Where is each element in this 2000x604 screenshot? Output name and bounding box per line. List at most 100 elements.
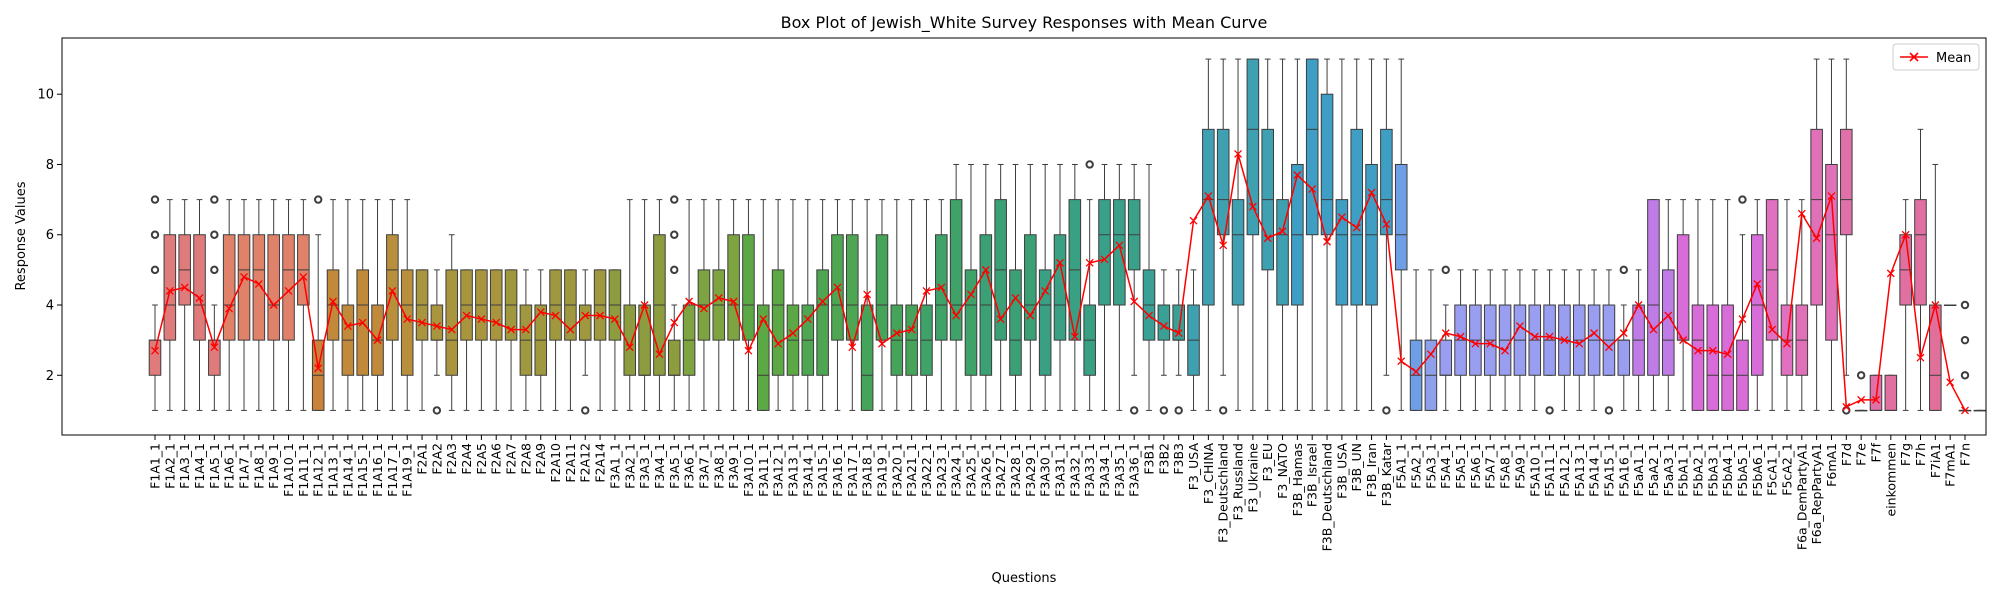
box-F5bA1_1 xyxy=(1676,199,1690,411)
mean-marker xyxy=(1456,332,1465,341)
box-F1A14_1 xyxy=(341,199,355,411)
mean-marker xyxy=(462,311,471,320)
x-tick-label: F7n xyxy=(1958,443,1973,466)
x-tick-label: F2A4 xyxy=(459,443,474,475)
x-tick-label: F1A11_1 xyxy=(296,443,311,497)
mean-marker xyxy=(1337,213,1346,222)
box-iqr xyxy=(267,234,280,341)
mean-marker xyxy=(1026,311,1035,320)
mean-marker xyxy=(1234,149,1242,158)
mean-marker xyxy=(1604,343,1613,352)
y-axis: 2 4 6 8 10 xyxy=(37,88,62,384)
mean-marker xyxy=(432,322,441,331)
box-F5A7_1 xyxy=(1483,269,1497,411)
x-tick-label: F3A1_1 xyxy=(607,443,622,489)
box-F3A26_1 xyxy=(979,163,993,411)
box-F6mA1 xyxy=(1825,58,1838,411)
x-tick-label: F2A14 xyxy=(593,443,608,483)
x-tick-label: F1A14_1 xyxy=(340,443,355,497)
box-F3_Russland xyxy=(1231,58,1245,411)
x-tick-label: F1A13_1 xyxy=(326,443,341,497)
box-F5bA2_1 xyxy=(1691,199,1705,411)
box-F3A2_1 xyxy=(623,199,637,411)
legend-frame xyxy=(1892,43,1980,71)
x-tick-label: F3A5_1 xyxy=(667,443,682,489)
mean-marker xyxy=(818,297,827,306)
x-tick-label: F3A4_1 xyxy=(652,443,667,489)
x-tick-label: F3B3 xyxy=(1171,443,1186,475)
box-F3A23_1 xyxy=(935,199,948,411)
mean-marker xyxy=(1486,339,1495,348)
x-tick-label: F1A7_1 xyxy=(237,443,252,489)
box-F7g xyxy=(1899,199,1912,411)
plot-frame xyxy=(61,37,1987,436)
outlier-point xyxy=(1382,406,1391,415)
box-iqr xyxy=(1721,304,1734,411)
x-tick-label: F3B_Deutschland xyxy=(1320,443,1335,551)
box-F1A13_1 xyxy=(326,199,340,411)
x-tick-label: F5A5_1 xyxy=(1453,443,1468,489)
x-tick-label: F5A10_1 xyxy=(1527,443,1542,497)
box-iqr xyxy=(667,339,681,376)
x-tick-label: F1A19_1 xyxy=(400,443,415,497)
box-iqr xyxy=(1439,339,1453,376)
x-tick-label: F1A3_1 xyxy=(177,443,192,489)
x-tick-label: F3A35_1 xyxy=(1112,443,1127,497)
mean-marker xyxy=(699,304,708,313)
outlier-point xyxy=(1604,406,1614,415)
x-tick-label: F3_Russland xyxy=(1231,443,1246,520)
x-tick-label: F2A3 xyxy=(444,443,459,475)
x-tick-label: F5A12_1 xyxy=(1557,443,1572,497)
box-iqr xyxy=(1053,234,1067,341)
x-tick-label: F3_Deutschland xyxy=(1216,443,1231,543)
mean-marker xyxy=(1367,188,1376,197)
box-F3A31_1 xyxy=(1053,163,1067,411)
mean-marker xyxy=(1515,322,1524,331)
x-tick-label: F3A3_1 xyxy=(637,443,652,489)
outlier-point xyxy=(670,230,679,239)
box-F3A10_1 xyxy=(742,199,755,411)
x-tick-label: F3A9_1 xyxy=(726,443,741,489)
box-iqr xyxy=(846,234,859,341)
box-F3_Ukraine xyxy=(1246,58,1260,411)
mean-marker xyxy=(343,322,352,331)
outlier-point xyxy=(150,265,160,275)
box-F3A34_1 xyxy=(1098,163,1111,411)
y-tick-label: 8 xyxy=(46,158,54,173)
x-tick-label: F2A11 xyxy=(563,443,578,483)
mean-marker xyxy=(1293,171,1302,179)
x-tick-label: F5bA4_1 xyxy=(1720,443,1735,497)
box-F1A10_1 xyxy=(282,199,295,411)
box-F5bA6_1 xyxy=(1751,199,1764,411)
box-F3B_Deutschland xyxy=(1320,58,1334,411)
mean-marker xyxy=(299,272,308,281)
x-tick-label: F7f xyxy=(1868,442,1883,462)
box-F3B_USA xyxy=(1335,58,1349,411)
box-F6a_RepPartyA1 xyxy=(1810,58,1823,411)
mean-marker xyxy=(1679,336,1688,345)
x-tick-label: F2A2 xyxy=(429,443,444,475)
mean-marker xyxy=(1174,329,1183,338)
box-F3A17_1 xyxy=(846,199,859,411)
x-tick-label: F3B_UN xyxy=(1349,443,1364,491)
box-iqr xyxy=(860,304,874,411)
mean-marker xyxy=(1145,311,1153,320)
box-iqr xyxy=(386,234,399,341)
box-F1A11_1 xyxy=(297,199,310,411)
mean-marker xyxy=(1056,258,1064,267)
mean-marker xyxy=(195,294,204,302)
x-tick-label: F2A1 xyxy=(415,443,430,475)
box-iqr xyxy=(1231,199,1245,306)
mean-marker xyxy=(492,318,501,327)
box-F1A4_1 xyxy=(193,199,206,411)
x-tick-label: F3A23_1 xyxy=(934,443,949,497)
box-F1A12_1 xyxy=(311,195,325,411)
box-F5A14_1 xyxy=(1587,269,1601,411)
mean-marker xyxy=(1783,339,1791,348)
x-tick-label: F3A20_1 xyxy=(889,443,904,497)
outlier-point xyxy=(1159,406,1169,415)
x-tick-label: F5A1_1 xyxy=(1394,443,1409,489)
box-F3_EU xyxy=(1261,58,1274,411)
x-tick-label: F6a_RepPartyA1 xyxy=(1809,443,1824,544)
x-tick-label: F3A13_1 xyxy=(785,443,800,497)
